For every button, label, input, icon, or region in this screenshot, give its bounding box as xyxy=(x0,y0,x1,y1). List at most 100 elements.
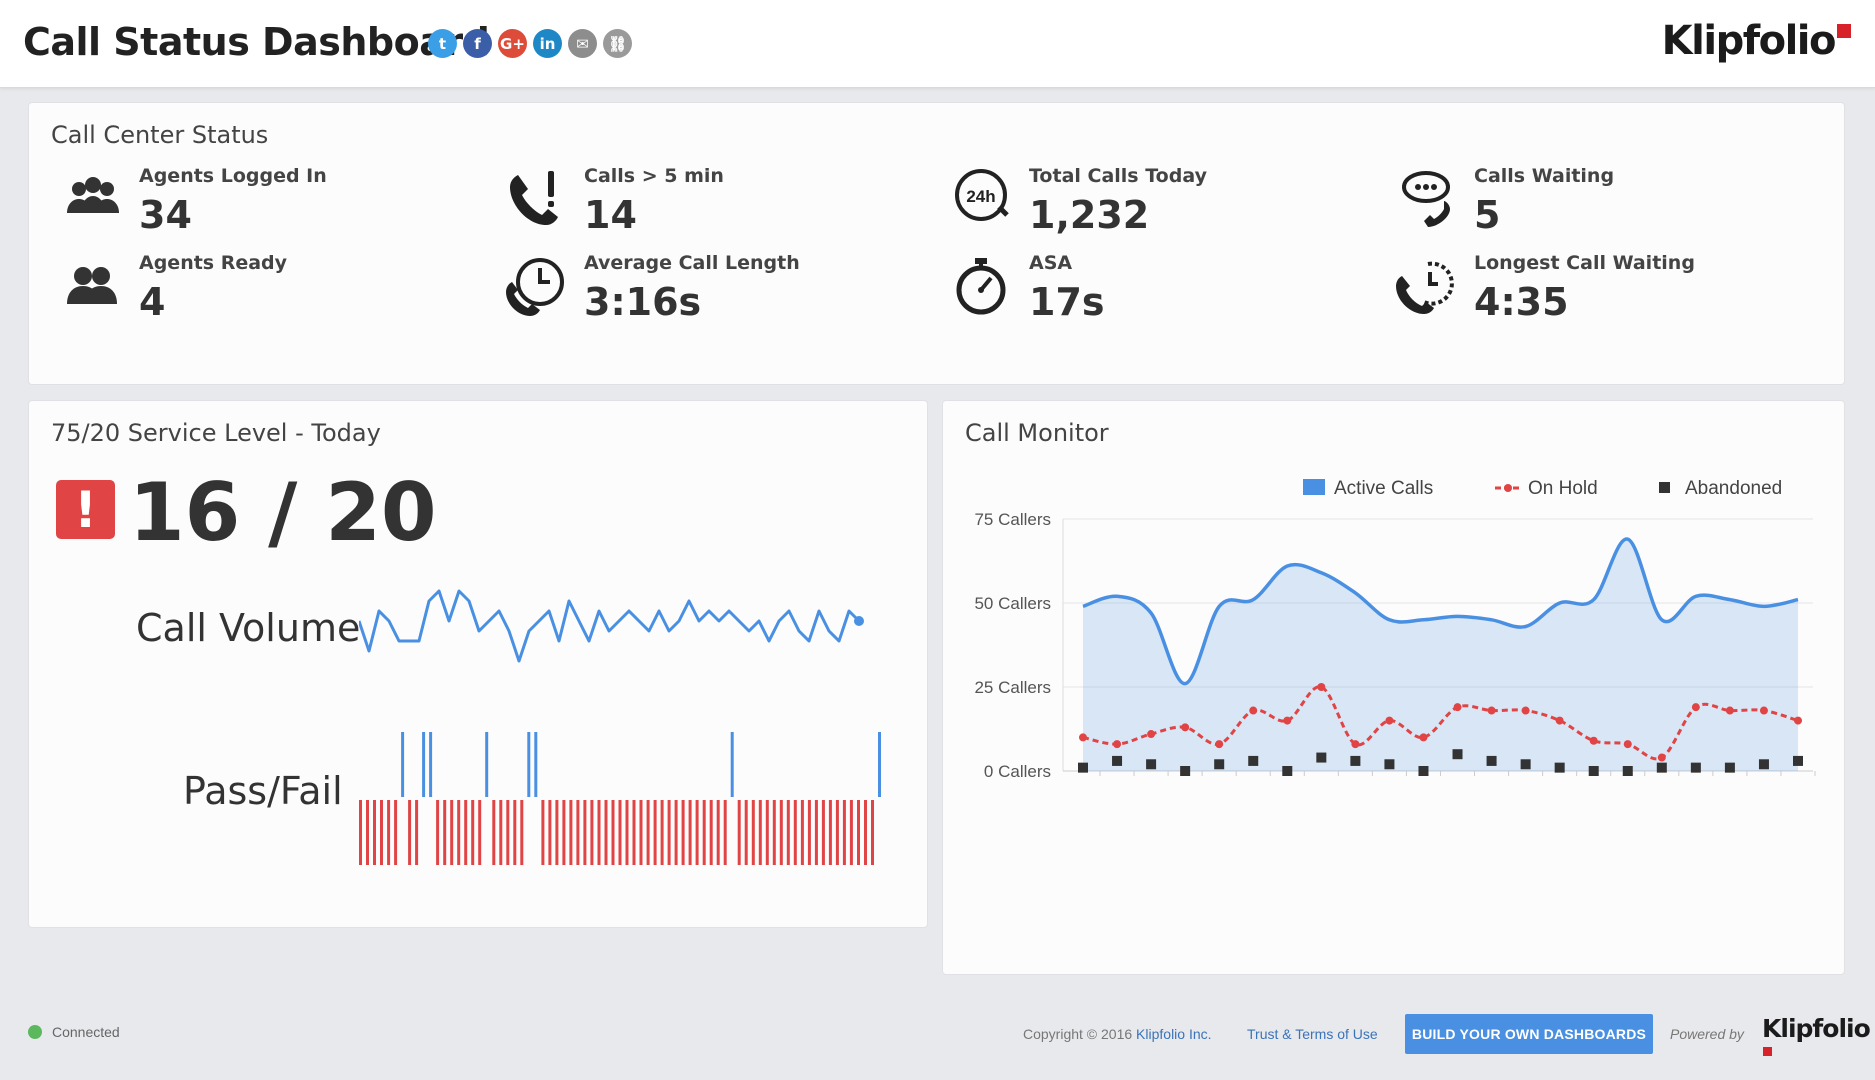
fail-bar xyxy=(709,800,713,865)
fail-bar xyxy=(548,800,552,865)
on-hold-point xyxy=(1725,706,1734,715)
y-tick-label: 50 Callers xyxy=(974,594,1051,613)
on-hold-point xyxy=(1453,703,1462,712)
facebook-icon[interactable]: f xyxy=(463,29,492,58)
on-hold-point xyxy=(1521,706,1530,715)
footer-klipfolio-logo[interactable]: Klipfolio xyxy=(1762,1014,1875,1072)
on-hold-point xyxy=(1147,730,1156,739)
fail-bar xyxy=(800,800,804,865)
header-bar: Call Status Dashboard t f G+ in ✉ ⛓ Klipfolio xyxy=(0,0,1875,88)
chart-legend: Active Calls On Hold Abandoned xyxy=(1303,478,1782,499)
fail-bar xyxy=(611,800,615,865)
fail-bar xyxy=(373,800,376,865)
y-tick-label: 25 Callers xyxy=(974,678,1051,697)
fail-bar xyxy=(583,800,587,865)
call-center-status-card: Call Center Status Agents Logged In 34 Cal… xyxy=(28,102,1845,385)
abandoned-point xyxy=(1724,762,1735,773)
metric-label: Agents Logged In xyxy=(139,165,327,187)
metric-average-call-length: Average Call Length 3:16s xyxy=(504,252,904,324)
klipfolio-logo-text: Klipfolio xyxy=(1661,18,1837,64)
googleplus-icon[interactable]: G+ xyxy=(498,29,527,58)
metric-value: 5 xyxy=(1474,193,1501,237)
fail-bar xyxy=(758,800,762,865)
fail-bar xyxy=(828,800,832,865)
logo-mark-icon xyxy=(1837,24,1851,38)
fail-bar xyxy=(688,800,692,865)
on-hold-point xyxy=(1657,753,1666,762)
metric-value: 34 xyxy=(139,193,192,237)
metric-value: 17s xyxy=(1029,280,1105,324)
link-icon[interactable]: ⛓ xyxy=(603,29,632,58)
klipfolio-inc-link[interactable]: Klipfolio Inc. xyxy=(1136,1026,1212,1042)
pass-bar xyxy=(730,732,734,797)
metric-label: Average Call Length xyxy=(584,252,800,274)
fail-bar xyxy=(793,800,797,865)
abandoned-point xyxy=(1078,762,1088,773)
abandoned-point xyxy=(1384,759,1395,770)
fail-bar xyxy=(751,800,755,865)
fail-bar xyxy=(597,800,601,865)
on-hold-point xyxy=(1589,736,1598,745)
pass-bar xyxy=(401,732,405,797)
email-icon[interactable]: ✉ xyxy=(568,29,597,58)
agents-ready-icon xyxy=(67,267,117,304)
metric-calls-waiting: Calls Waiting 5 xyxy=(1394,165,1794,237)
metric-agents-ready: Agents Ready 4 xyxy=(59,252,459,324)
klipfolio-logo[interactable]: Klipfolio xyxy=(1662,18,1851,64)
linkedin-icon[interactable]: in xyxy=(533,29,562,58)
on-hold-point xyxy=(1419,733,1428,742)
fail-bar xyxy=(744,800,748,865)
fail-bar xyxy=(492,800,496,865)
call-volume-label: Call Volume xyxy=(136,606,361,650)
metric-label: Calls Waiting xyxy=(1474,165,1615,187)
fail-bar xyxy=(555,800,559,865)
on-hold-line xyxy=(1082,685,1799,761)
fail-bar xyxy=(772,800,776,865)
abandoned-point xyxy=(1316,752,1327,763)
fail-bar xyxy=(604,800,608,865)
fail-bar xyxy=(814,800,818,865)
share-icons: t f G+ in ✉ ⛓ xyxy=(428,29,632,58)
fail-bar xyxy=(779,800,783,865)
call-monitor-chart: 75 Callers 50 Callers 25 Callers 0 Callers A… xyxy=(974,478,1816,781)
abandoned-point xyxy=(1248,755,1259,766)
abandoned-point xyxy=(1214,759,1225,770)
abandoned-point xyxy=(1452,749,1463,760)
fail-bar xyxy=(457,800,461,865)
fail-bar xyxy=(667,800,671,865)
on-hold-point xyxy=(1351,740,1360,749)
on-hold-point xyxy=(1759,706,1768,715)
fail-bar xyxy=(737,800,741,865)
phone-clock-icon xyxy=(506,258,564,316)
status-dot-icon xyxy=(28,1025,42,1039)
metric-asa: ASA 17s xyxy=(949,252,1349,324)
trust-terms-link[interactable]: Trust & Terms of Use xyxy=(1247,1026,1378,1042)
metric-value: 4:35 xyxy=(1474,280,1569,324)
page-title: Call Status Dashboard xyxy=(23,20,490,64)
fail-bar xyxy=(464,800,468,865)
metric-value: 4 xyxy=(139,280,166,324)
abandoned-point xyxy=(1180,766,1191,776)
call-volume-line xyxy=(359,589,861,663)
twitter-icon[interactable]: t xyxy=(428,29,457,58)
abandoned-point xyxy=(1146,759,1157,770)
pass-bar xyxy=(878,732,881,797)
fail-bar xyxy=(660,800,664,865)
fail-bar xyxy=(380,800,383,865)
y-tick-label: 75 Callers xyxy=(974,510,1051,529)
stopwatch-icon xyxy=(956,258,1006,315)
on-hold-point xyxy=(1317,683,1326,691)
phone-timer-icon xyxy=(1396,261,1454,314)
agents-group-icon xyxy=(67,177,119,213)
fail-bar xyxy=(871,800,874,865)
abandoned-point xyxy=(1520,759,1531,770)
active-calls-area xyxy=(1083,539,1798,771)
metric-value: 1,232 xyxy=(1029,193,1150,237)
build-dashboards-button[interactable]: BUILD YOUR OWN DASHBOARDS xyxy=(1405,1014,1653,1054)
copyright: Copyright © 2016 Klipfolio Inc. xyxy=(1023,1026,1212,1042)
fail-bar xyxy=(415,800,419,865)
metric-value: 3:16s xyxy=(584,280,702,324)
metric-label: ASA xyxy=(1029,252,1073,274)
fail-bar xyxy=(569,800,573,865)
abandoned-point xyxy=(1690,762,1701,773)
